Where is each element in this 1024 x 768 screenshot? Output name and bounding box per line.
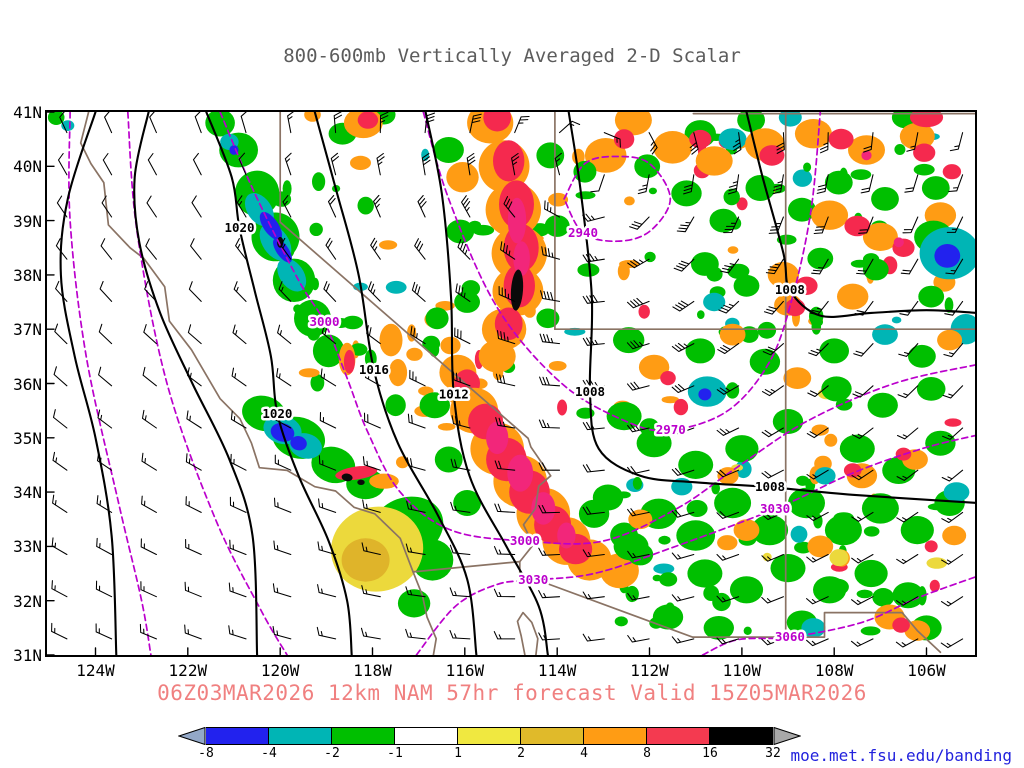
- x-tick-label: 124W: [76, 661, 115, 680]
- weather-map: 1020 1020 1016 1012 1008 1008 1008 3000 2940 2970…: [47, 112, 975, 655]
- x-tick-label: 118W: [353, 661, 392, 680]
- mslp-contour: [205, 112, 353, 655]
- mslp-contour: [313, 112, 478, 655]
- mslp-contour: [59, 112, 118, 655]
- height-contour-label: 2970: [656, 422, 686, 437]
- colorbar-segment: [584, 727, 647, 745]
- mslp-contour: [745, 112, 975, 318]
- colorbar-tick-label: -4: [261, 746, 277, 761]
- x-tick-label: 114W: [537, 661, 577, 680]
- colorbar-tick-label: 4: [580, 746, 588, 761]
- colorbar-segment: [332, 727, 395, 745]
- mslp-contour-label: 1008: [575, 384, 605, 399]
- y-tick-label: 36N: [13, 374, 42, 394]
- y-tick-label: 41N: [13, 103, 42, 122]
- colorbar-tick-label: -1: [387, 746, 403, 761]
- colorbar-tick-label: 1: [454, 746, 462, 761]
- mslp-contour-label: 1020: [224, 220, 254, 235]
- tick-marks: [47, 112, 928, 655]
- forecast-caption: 06Z03MAR2026 12km NAM 57hr forecast Vali…: [157, 681, 867, 705]
- state-borders: [79, 112, 975, 655]
- x-tick-label: 122W: [168, 661, 208, 680]
- y-tick-label: 32N: [13, 591, 42, 611]
- y-tick-label: 33N: [13, 537, 42, 557]
- x-tick-label: 120W: [260, 661, 300, 680]
- colorbar-segment: [521, 727, 584, 745]
- colorbar-segment: [206, 727, 269, 745]
- mslp-contour-label: 1016: [359, 362, 389, 377]
- height-contour-label: 3030: [760, 501, 790, 516]
- height-contour-label: 3030: [518, 572, 548, 587]
- colorbar-segment: [395, 727, 458, 745]
- colorbar-tick-label: -8: [198, 746, 214, 761]
- y-tick-label: 35N: [13, 428, 42, 448]
- height-contour-label: 3000: [510, 533, 540, 548]
- colorbar-tick-label: 8: [643, 746, 651, 761]
- height-contour: [126, 112, 288, 655]
- y-tick-label: 31N: [13, 646, 42, 665]
- map-plot-frame: 1020 1020 1016 1012 1008 1008 1008 3000 2940 2970…: [45, 110, 977, 657]
- x-tick-label: 106W: [907, 661, 946, 680]
- colorbar-segment: [458, 727, 521, 745]
- x-tick-label: 110W: [722, 661, 762, 680]
- height-contour-label: 3000: [309, 314, 339, 329]
- mslp-contour: [424, 112, 549, 655]
- height-contour-label: 3060: [775, 629, 805, 644]
- colorbar-segment: [647, 727, 710, 745]
- y-tick-label: 40N: [13, 157, 42, 177]
- colorbar-segment: [710, 727, 773, 745]
- mslp-contour-label: 1008: [775, 282, 805, 297]
- x-tick-label: 112W: [630, 661, 669, 680]
- website-link[interactable]: moe.met.fsu.edu/banding: [790, 746, 1012, 765]
- colorbar-tick-label: 32: [765, 746, 781, 761]
- wind-barb-field: [51, 112, 964, 649]
- ca-nv-az-mexico-border: [279, 112, 942, 654]
- mslp-contour: [567, 112, 975, 504]
- colorbar: [178, 727, 801, 745]
- x-tick-label: 116W: [445, 661, 485, 680]
- gulf-of-california: [516, 611, 539, 655]
- x-tick-label: 108W: [814, 661, 854, 680]
- mslp-contour-label: 1020: [262, 406, 292, 421]
- colorbar-segment: [269, 727, 332, 745]
- title-line-1: 800-600mb Vertically Averaged 2-D Scalar: [283, 45, 741, 67]
- colorbar-tick-label: 16: [702, 746, 718, 761]
- wind-barbs: [51, 112, 964, 649]
- y-tick-label: 34N: [13, 483, 42, 503]
- height-contour: [219, 112, 975, 545]
- y-tick-label: 37N: [13, 320, 42, 340]
- mslp-contour: [133, 112, 259, 655]
- height-contour-label: 2940: [568, 225, 598, 240]
- height-contour: [68, 112, 152, 655]
- mslp-contours: [59, 112, 975, 655]
- mslp-contour-label: 1012: [439, 386, 469, 401]
- colorbar-right-arrow-icon: [773, 727, 801, 745]
- colorbar-tick-label: -2: [324, 746, 340, 761]
- mslp-contour-label: 1008: [755, 479, 785, 494]
- ca-mexico-border: [412, 560, 521, 573]
- height-contour: [415, 434, 975, 655]
- height-contour: [563, 155, 672, 243]
- axis-tick-marks: [47, 112, 928, 655]
- y-tick-label: 38N: [13, 265, 42, 285]
- colorbar-tick-label: 2: [517, 746, 525, 761]
- contour-labels: 1020 1020 1016 1012 1008 1008 1008 3000 2940 2970…: [222, 218, 808, 647]
- colorbar-left-arrow-icon: [178, 727, 206, 745]
- frontogenesis-shading: [47, 112, 975, 641]
- y-tick-label: 39N: [13, 211, 42, 231]
